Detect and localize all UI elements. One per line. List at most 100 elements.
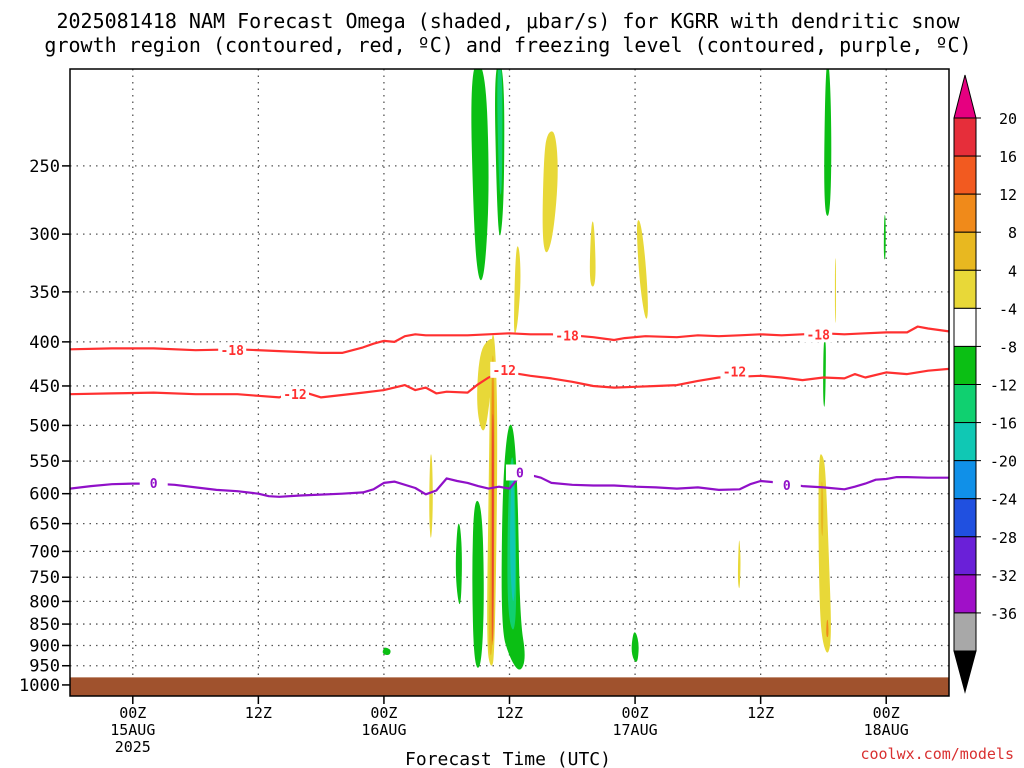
contour-label-bg xyxy=(139,474,168,491)
credit-text: coolwx.com/models xyxy=(860,745,1014,763)
contour-label: -12 xyxy=(493,364,516,379)
contour-line xyxy=(70,474,949,498)
omega-shading xyxy=(382,69,886,670)
contour-label: -18 xyxy=(806,328,830,343)
y-tick-label: 600 xyxy=(29,485,60,505)
colorbar-label: 16 xyxy=(999,148,1017,166)
colorbar-swatch xyxy=(953,269,977,309)
temperature-contours: -18 -18 -18 -12 -12 -12 0 0 0 xyxy=(70,325,949,498)
y-tick-label: 950 xyxy=(29,657,60,677)
x-tick-label: 12Z xyxy=(245,704,272,722)
omega-shade-region xyxy=(631,632,639,662)
colorbar-swatch xyxy=(953,498,977,538)
colorbar-swatch xyxy=(953,307,977,347)
x-tick-label: 2025 xyxy=(115,738,151,756)
contour-label-bg xyxy=(720,363,749,380)
y-tick-label: 700 xyxy=(29,542,60,562)
x-tick-label: 00Z xyxy=(370,704,397,722)
y-tick-label: 900 xyxy=(29,636,60,656)
x-tick-label: 16AUG xyxy=(361,721,406,739)
omega-shade-region xyxy=(818,454,831,653)
colorbar-swatch xyxy=(953,117,977,157)
omega-shade-region xyxy=(737,540,741,589)
contour-label-bg xyxy=(280,386,309,403)
omega-shade-region xyxy=(834,258,836,323)
y-tick-label: 500 xyxy=(29,416,60,436)
colorbar-swatch xyxy=(953,460,977,500)
colorbar-label: -36 xyxy=(990,605,1017,623)
y-tick-label: 1000 xyxy=(19,676,60,696)
omega-shade-region xyxy=(429,454,433,538)
x-tick-label: 17AUG xyxy=(612,721,657,739)
colorbar-label: -8 xyxy=(999,338,1017,356)
contour-label: 0 xyxy=(150,477,158,492)
colorbar-swatch xyxy=(953,231,977,271)
colorbar-label: -12 xyxy=(990,377,1017,395)
omega-shade-region xyxy=(589,221,596,287)
y-tick-label: 750 xyxy=(29,568,60,588)
contour-label-bg xyxy=(553,327,582,344)
omega-shade-region xyxy=(637,220,648,319)
omega-shade-region xyxy=(821,481,824,536)
omega-shade-region xyxy=(471,69,489,281)
colorbar-swatch xyxy=(953,612,977,652)
omega-shade-region xyxy=(823,339,826,407)
contour-label: -18 xyxy=(220,344,244,359)
omega-shade-region xyxy=(510,470,516,602)
colorbar-swatch xyxy=(953,155,977,195)
x-tick-label: 12Z xyxy=(496,704,523,722)
contour-label-bg xyxy=(505,464,534,481)
colorbar-swatch xyxy=(953,345,977,385)
colorbar-label: 4 xyxy=(1008,262,1017,280)
y-tick-label: 850 xyxy=(29,615,60,635)
omega-shade-region xyxy=(514,246,521,334)
contour-label: -18 xyxy=(555,329,579,344)
colorbar-label: 20 xyxy=(999,110,1017,128)
omega-shade-region xyxy=(472,500,484,668)
colorbar-swatch xyxy=(953,536,977,576)
contour-label: -12 xyxy=(283,388,306,403)
plot-area: -18 -18 -18 -12 -12 -12 0 0 0 xyxy=(70,69,949,696)
colorbar-top-arrow xyxy=(953,74,977,119)
contour-label: -12 xyxy=(723,366,746,381)
contour-label: 0 xyxy=(783,479,791,494)
colorbar-label: -4 xyxy=(999,300,1017,318)
x-tick-label: 00Z xyxy=(119,704,146,722)
contour-label-bg xyxy=(218,342,247,359)
y-tick-label: 550 xyxy=(29,452,60,472)
y-tick-label: 350 xyxy=(29,283,60,303)
x-tick-label: 12Z xyxy=(747,704,774,722)
y-tick-label: 400 xyxy=(29,333,60,353)
contour-label-bg xyxy=(490,361,519,378)
y-axis-ticks: 2503003504004505005506006507007508008509… xyxy=(19,157,70,696)
y-tick-label: 250 xyxy=(29,157,60,177)
x-axis-label: Forecast Time (UTC) xyxy=(405,749,611,768)
colorbar-label: -16 xyxy=(990,415,1017,433)
contour-label: 0 xyxy=(516,466,524,481)
colorbar-label: 12 xyxy=(999,186,1017,204)
colorbar-label: -32 xyxy=(990,567,1017,585)
omega-shade-region xyxy=(382,647,391,655)
contour-label-bg xyxy=(804,326,833,343)
omega-shade-region xyxy=(455,523,462,605)
omega-shade-region xyxy=(883,214,886,260)
colorbar-label: -20 xyxy=(990,453,1017,471)
colorbar-swatch xyxy=(953,574,977,614)
grid-lines xyxy=(70,69,949,696)
y-tick-label: 650 xyxy=(29,515,60,535)
omega-shade-region xyxy=(542,131,558,253)
colorbar-label: 8 xyxy=(1008,224,1017,242)
x-tick-label: 00Z xyxy=(873,704,900,722)
ground-surface xyxy=(70,677,949,696)
omega-shade-region xyxy=(477,338,494,431)
x-tick-label: 15AUG xyxy=(110,721,155,739)
y-tick-label: 300 xyxy=(29,225,60,245)
omega-shade-region xyxy=(826,619,829,638)
omega-shade-region xyxy=(824,69,832,216)
y-tick-label: 450 xyxy=(29,377,60,397)
colorbar-swatch xyxy=(953,384,977,424)
chart-title-line2: growth region (contoured, red, ºC) and f… xyxy=(44,33,971,57)
omega-shade-region xyxy=(497,69,503,195)
colorbar-label: -28 xyxy=(990,529,1017,547)
